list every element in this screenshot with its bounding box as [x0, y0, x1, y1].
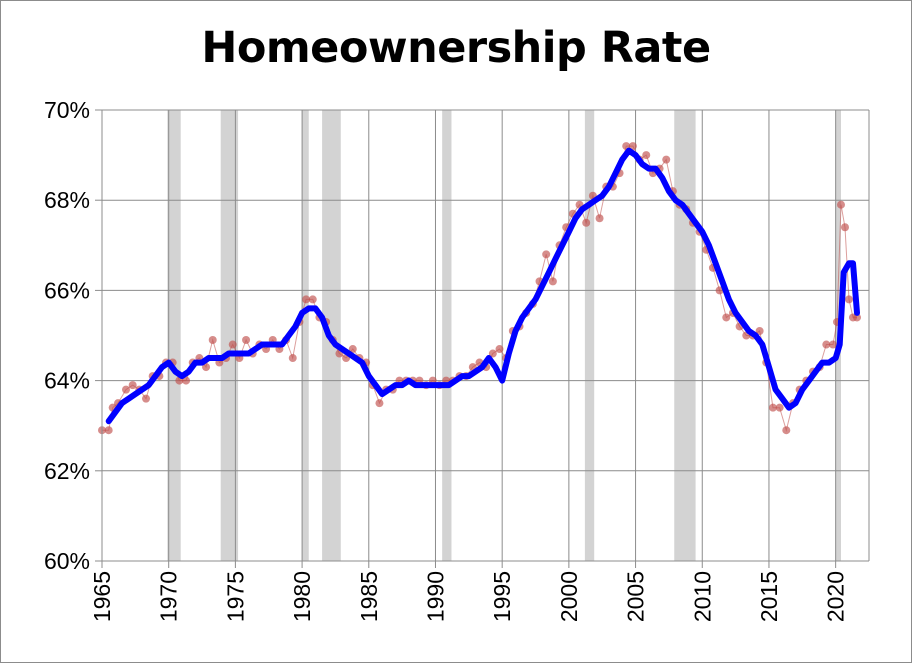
trend-line-series	[105, 147, 860, 425]
x-tick-label-10: 2015	[756, 571, 782, 622]
x-tick-label-5: 1990	[422, 571, 448, 622]
data-point	[628, 142, 637, 151]
y-tick-label-0: 60%	[44, 548, 90, 574]
data-point	[836, 200, 845, 209]
data-point	[228, 340, 237, 349]
data-point	[122, 385, 131, 394]
data-point	[828, 340, 837, 349]
data-point	[642, 151, 651, 160]
x-tick-label-11: 2020	[823, 571, 849, 622]
recession-band-1	[220, 110, 239, 561]
axes: 60% 62% 64% 66% 68% 70% 1965 1970 1975 1980 1985 19…	[44, 97, 869, 622]
trend-line	[105, 147, 860, 425]
data-point	[782, 426, 791, 435]
x-tick-label-4: 1985	[356, 571, 382, 622]
data-point	[715, 286, 724, 295]
data-point	[822, 340, 831, 349]
data-point	[208, 336, 217, 345]
data-point	[852, 313, 861, 322]
y-tick-label-2: 64%	[44, 368, 90, 394]
x-tick-label-3: 1980	[289, 571, 315, 622]
x-tick-label-0: 1965	[89, 571, 115, 622]
data-point	[242, 336, 251, 345]
data-point	[722, 313, 731, 322]
data-point	[844, 295, 853, 304]
data-point	[182, 376, 191, 385]
data-point	[288, 354, 297, 363]
data-point	[595, 214, 604, 223]
y-tick-label-5: 70%	[44, 97, 90, 123]
data-point	[755, 326, 764, 335]
data-point	[128, 381, 137, 390]
y-tick-label-4: 68%	[44, 187, 90, 213]
recession-band-5	[584, 110, 595, 561]
x-tick-label-6: 1995	[489, 571, 515, 622]
data-point	[375, 399, 384, 408]
x-tick-label-7: 2000	[556, 571, 582, 622]
data-point	[348, 345, 357, 354]
x-tick-label-1: 1970	[156, 571, 182, 622]
data-point	[582, 218, 591, 227]
x-tick-label-2: 1975	[222, 571, 248, 622]
x-tick-label-8: 2005	[623, 571, 649, 622]
recession-band-2	[302, 110, 309, 561]
scatter-series	[98, 142, 861, 435]
data-point	[142, 394, 151, 403]
y-tick-label-3: 66%	[44, 277, 90, 303]
scatter-connector-line	[102, 145, 857, 433]
chart-title: Homeownership Rate	[201, 23, 711, 73]
data-point	[202, 363, 211, 372]
x-tick-label-9: 2010	[689, 571, 715, 622]
data-point	[302, 295, 311, 304]
data-point	[104, 426, 113, 435]
data-point	[308, 295, 317, 304]
data-point	[840, 223, 849, 232]
data-point	[548, 277, 557, 286]
data-point	[542, 250, 551, 259]
data-point	[495, 345, 504, 354]
recession-band-6	[674, 110, 696, 561]
data-point	[488, 349, 497, 358]
data-point	[662, 155, 671, 164]
data-point	[775, 403, 784, 412]
recession-band-0	[167, 110, 181, 561]
data-point	[768, 403, 777, 412]
recession-band-4	[442, 110, 452, 561]
recession-bands	[167, 110, 841, 561]
y-tick-label-1: 62%	[44, 458, 90, 484]
